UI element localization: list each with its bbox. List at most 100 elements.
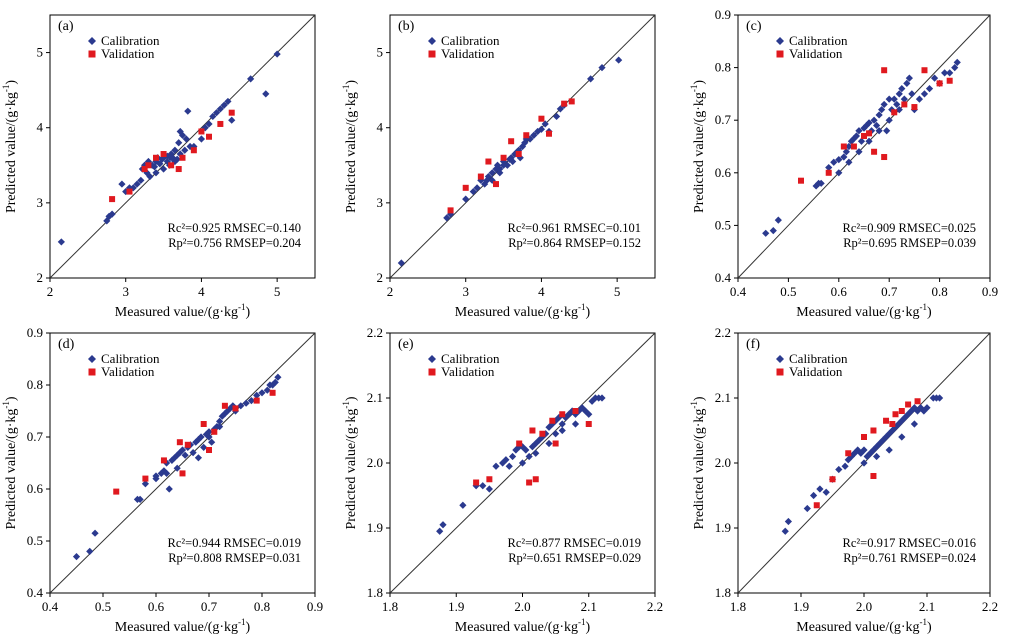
legend-calibration-label: Calibration <box>441 33 500 48</box>
panel-label: (a) <box>58 19 74 34</box>
legend-calibration-marker <box>428 37 436 45</box>
calibration-point <box>477 176 485 184</box>
x-tick-label: 4 <box>538 284 545 299</box>
validation-point <box>109 196 116 203</box>
y-tick-label: 2.0 <box>367 455 383 470</box>
x-axis-title: Measured value/(g·kg-1) <box>455 302 591 320</box>
x-axis-title-text: Measured value/(g·kg <box>115 620 238 635</box>
validation-point <box>829 476 836 483</box>
calibration-point <box>163 469 171 477</box>
calibration-point <box>91 529 99 537</box>
y-axis-title: Predicted value/(g·kg-1) <box>689 396 707 529</box>
x-tick-label: 2.0 <box>856 599 872 614</box>
x-tick-label: 2.2 <box>647 599 663 614</box>
validation-point <box>936 80 943 87</box>
validation-point <box>898 408 905 414</box>
x-tick-label: 1.8 <box>730 599 746 614</box>
validation-point <box>153 154 159 161</box>
validation-point <box>911 104 918 111</box>
y-tick-label: 0.5 <box>27 533 43 548</box>
calibration-point <box>175 139 183 147</box>
calibration-point <box>499 161 508 169</box>
calibration-point <box>176 127 184 136</box>
validation-point <box>141 166 148 173</box>
x-tick-label: 0.6 <box>831 284 848 299</box>
y-tick-label: 0.6 <box>715 165 732 180</box>
calibration-point <box>875 127 883 135</box>
calibration-point <box>273 50 281 58</box>
x-tick-label: 3 <box>462 284 469 299</box>
x-axis-title-exponent: -1 <box>578 302 586 312</box>
calibration-point <box>178 446 187 454</box>
calibration-point <box>598 394 606 402</box>
legend-validation-marker <box>428 368 436 376</box>
calibration-point <box>885 116 893 124</box>
calibration-point <box>228 116 236 124</box>
calibration-point <box>895 106 903 114</box>
validation-point <box>901 101 908 108</box>
calibration-point <box>216 417 224 425</box>
y-tick-label: 3 <box>37 195 44 210</box>
validation-point <box>850 143 857 150</box>
legend-validation-marker <box>88 50 96 58</box>
panel-label: (c) <box>746 19 762 34</box>
x-tick-label: 0.9 <box>307 599 323 614</box>
calibration-point <box>209 112 217 121</box>
y-tick-label: 1.9 <box>367 520 383 535</box>
y-tick-label: 0.6 <box>27 481 44 496</box>
y-tick-label: 2.2 <box>367 325 383 340</box>
stats-validation: Rp²=0.756 RMSEP=0.204 <box>168 236 302 250</box>
calibration-point <box>469 187 477 196</box>
calibration-point <box>159 165 168 173</box>
calibration-point <box>946 69 954 77</box>
validation-point <box>881 154 888 161</box>
calibration-point <box>908 90 916 98</box>
calibration-point <box>873 443 881 451</box>
panel-label: (b) <box>398 19 415 34</box>
validation-point <box>946 77 953 84</box>
x-axis-title: Measured value/(g·kg-1) <box>455 617 591 635</box>
x-axis-title-exponent: -1 <box>920 302 928 312</box>
calibration-point <box>762 229 770 237</box>
calibration-point <box>857 137 866 145</box>
calibration-point <box>915 95 924 103</box>
panel-6: 1.8 1.9 2.0 2.1 2.2 1.8 1.9 2.0 2.1 2.2 (f) Calibra… <box>689 325 998 635</box>
y-tick-label: 0.4 <box>27 585 44 600</box>
y-tick-label: 0.8 <box>27 377 43 392</box>
panel-5: 1.8 1.9 2.0 2.1 2.2 1.8 1.9 2.0 2.1 2.2 (e) Calibra… <box>341 325 663 635</box>
y-axis-title-text: Predicted value/(g·kg <box>4 409 19 530</box>
validation-point <box>572 408 579 414</box>
stats-calibration: Rc²=0.925 RMSEC=0.140 <box>168 221 301 235</box>
calibration-point <box>913 407 922 415</box>
legend-validation-label: Validation <box>789 46 843 61</box>
validation-point <box>206 447 212 453</box>
y-axis-title-close: ) <box>344 396 359 401</box>
validation-point <box>891 109 898 116</box>
x-axis-title-text: Measured value/(g·kg <box>796 305 919 320</box>
calibration-point <box>587 75 595 83</box>
y-axis-title-text: Predicted value/(g·kg <box>344 92 359 213</box>
calibration-point <box>505 462 513 470</box>
validation-point <box>473 479 480 486</box>
y-axis-title: Predicted value/(g·kg-1) <box>1 80 19 213</box>
calibration-point <box>845 158 853 166</box>
calibration-point <box>904 410 912 418</box>
calibration-point <box>903 79 911 87</box>
x-tick-label: 3 <box>122 284 129 299</box>
calibration-point <box>192 438 200 446</box>
legend-validation-label: Validation <box>101 46 155 61</box>
calibration-point <box>898 433 906 441</box>
y-tick-label: 3 <box>377 195 384 210</box>
calibration-point <box>558 420 566 428</box>
calibration-point <box>197 433 205 441</box>
calibration-point <box>189 449 197 457</box>
calibration-point <box>508 452 517 461</box>
validation-point <box>825 169 832 176</box>
calibration-point <box>885 95 893 103</box>
calibration-point <box>825 163 833 172</box>
calibration-point <box>220 101 228 109</box>
calibration-point <box>483 176 491 184</box>
stats-calibration: Rc²=0.917 RMSEC=0.016 <box>843 536 976 550</box>
x-axis-title-exponent: -1 <box>920 617 928 627</box>
